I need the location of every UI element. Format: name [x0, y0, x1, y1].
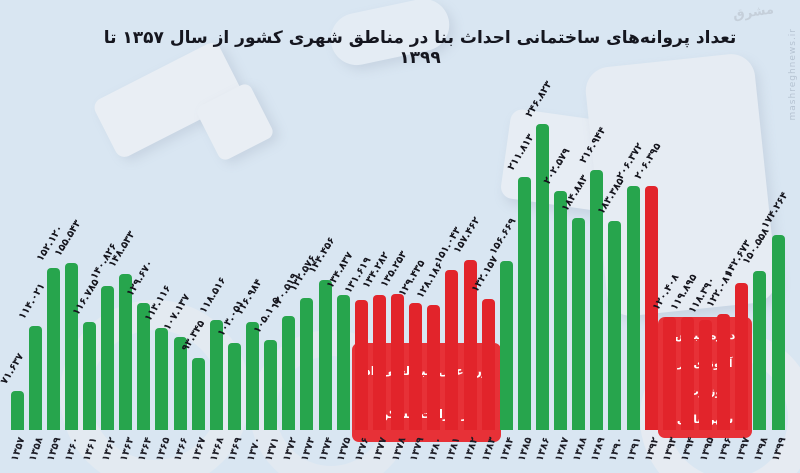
bar-1377 [372, 295, 386, 430]
bar-1383 [481, 298, 495, 430]
site-watermark-text: mashreghnews.ir [788, 28, 798, 121]
bar-1382 [463, 260, 477, 430]
mashregh-logo: مشرق [732, 2, 775, 23]
bar-1357 [10, 390, 24, 430]
bar-1392 [644, 185, 658, 430]
bar-1379 [409, 302, 423, 430]
bar-1371 [264, 339, 278, 430]
bar-1388 [572, 218, 586, 430]
bar-1368 [209, 319, 223, 430]
bar-1372 [282, 316, 296, 430]
bar-1370 [246, 321, 260, 430]
bar-1391 [626, 185, 640, 430]
bar-1396 [717, 314, 731, 430]
bar-1376 [354, 299, 368, 430]
bar-1378 [391, 294, 405, 430]
bar-1398 [753, 270, 767, 430]
bar-1386 [535, 124, 549, 430]
bar-value-label: ۱۵۶.۶۶۹ [487, 216, 519, 257]
bar-1374 [318, 279, 332, 430]
bar-value-label: ۱۱۴.۰۲۱ [16, 281, 48, 322]
bar-1399 [771, 234, 785, 430]
bar-value-label: ۱۱۸.۵۱۶ [197, 274, 229, 315]
bar-1394 [680, 317, 694, 430]
bar-1390 [608, 220, 622, 430]
bar-1381 [445, 269, 459, 430]
bar-1397 [735, 282, 749, 430]
bar-1393 [662, 316, 676, 430]
bar-1366 [173, 336, 187, 430]
bar-1360 [64, 263, 78, 430]
bar-1369 [227, 343, 241, 430]
bar-1359 [46, 268, 60, 430]
bar-1389 [590, 169, 604, 430]
bar-1363 [119, 273, 133, 430]
bar-1364 [137, 302, 151, 430]
bar-1387 [554, 191, 568, 430]
bar-1361 [82, 322, 96, 430]
bar-1358 [28, 326, 42, 430]
bar-1373 [300, 298, 314, 430]
bar-1395 [699, 319, 713, 430]
bar-1362 [101, 285, 115, 430]
chart-title: تعداد پروانه‌های ساختمانی احداث بنا در م… [103, 28, 737, 68]
bar-1375 [336, 294, 350, 430]
bar-value-label: ۷۱.۶۳۷ [0, 351, 26, 387]
bar-1365 [155, 327, 169, 430]
bar-1380 [427, 304, 441, 430]
bar-1367 [191, 357, 205, 430]
bar-1385 [517, 177, 531, 430]
bar-1384 [499, 261, 513, 430]
